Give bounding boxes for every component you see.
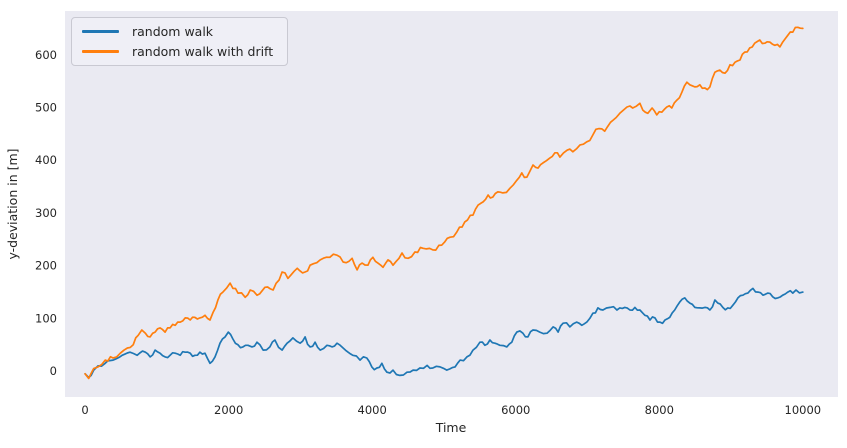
x-tick-label: 6000 — [501, 403, 530, 417]
x-tick-label: 4000 — [358, 403, 387, 417]
y-tick-label: 300 — [35, 206, 57, 220]
legend-line-swatch-orange — [82, 50, 119, 53]
series-lines — [84, 26, 804, 380]
legend-label: random walk — [132, 24, 214, 39]
plot-area — [65, 11, 838, 397]
axis-tick-labels: 0 2000 4000 6000 8000 10000 0 100 200 300 400 500 60… — [35, 48, 821, 417]
y-tick-label: 400 — [35, 153, 57, 167]
x-tick-label: 0 — [81, 403, 88, 417]
legend-item-random-walk-with-drift: random walk with drift — [82, 43, 273, 60]
x-tick-label: 2000 — [214, 403, 243, 417]
x-axis-label: Time — [435, 420, 467, 435]
y-tick-label: 100 — [35, 311, 57, 325]
series-line-0 — [84, 287, 804, 379]
y-tick-label: 0 — [50, 364, 57, 378]
y-axis-label: y-deviation in [m] — [5, 148, 20, 259]
legend-item-random-walk: random walk — [82, 23, 273, 40]
y-tick-label: 500 — [35, 101, 57, 115]
y-tick-label: 600 — [35, 48, 57, 62]
legend-label: random walk with drift — [132, 44, 274, 59]
legend-line-swatch-blue — [82, 30, 119, 33]
legend: random walk random walk with drift — [71, 17, 289, 66]
series-line-1 — [84, 26, 804, 380]
x-tick-label: 8000 — [645, 403, 674, 417]
y-tick-label: 200 — [35, 259, 57, 273]
x-tick-label: 10000 — [785, 403, 822, 417]
